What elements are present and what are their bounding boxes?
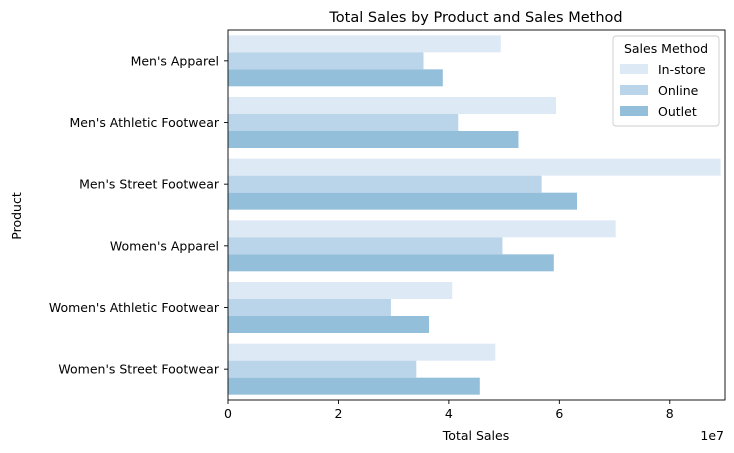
- legend-swatch: [620, 85, 648, 95]
- x-tick-label: 8: [666, 406, 674, 421]
- y-tick-label: Men's Apparel: [131, 53, 219, 68]
- x-tick-label: 2: [334, 406, 342, 421]
- y-tick-label: Men's Athletic Footwear: [69, 115, 219, 130]
- bar-in-store-1: [228, 97, 557, 114]
- y-tick-label: Women's Apparel: [110, 238, 219, 253]
- bar-online-0: [228, 52, 424, 70]
- legend-entry: Outlet: [658, 104, 697, 119]
- bar-online-4: [228, 299, 391, 316]
- bar-outlet-5: [228, 377, 480, 395]
- bar-outlet-0: [228, 69, 443, 87]
- legend-entry: In-store: [658, 62, 706, 77]
- y-tick-label: Women's Street Footwear: [58, 362, 219, 377]
- bar-outlet-1: [228, 131, 519, 148]
- y-axis-ticks: Men's Apparel Men's Athletic Footwear Men'…: [49, 53, 228, 377]
- chart-title: Total Sales by Product and Sales Method: [328, 10, 622, 26]
- bar-in-store-3: [228, 220, 616, 238]
- x-tick-label: 0: [224, 406, 232, 421]
- legend: Sales Method In-store Online Outlet: [612, 35, 720, 127]
- legend-title: Sales Method: [624, 41, 708, 56]
- legend-box: [612, 35, 720, 127]
- bar-in-store-0: [228, 35, 501, 53]
- bar-in-store-4: [228, 282, 453, 299]
- x-tick-label: 6: [555, 406, 563, 421]
- bar-online-1: [228, 114, 459, 131]
- x-tick-label: 4: [445, 406, 453, 421]
- x-axis-ticks: 0 2 4 6 8: [224, 400, 674, 421]
- y-tick-label: Women's Athletic Footwear: [49, 300, 220, 315]
- plot-frame: [227, 29, 726, 401]
- x-axis-label: Total Sales: [442, 428, 509, 443]
- y-axis-label: Product: [9, 192, 24, 240]
- legend-swatch: [620, 106, 648, 116]
- legend-swatch: [620, 64, 648, 74]
- y-tick-label: Men's Street Footwear: [79, 177, 220, 192]
- legend-entry: Online: [658, 83, 699, 98]
- bar-online-5: [228, 360, 417, 378]
- bar-outlet-4: [228, 316, 430, 333]
- bars-group: [228, 35, 721, 395]
- bar-in-store-2: [228, 158, 721, 176]
- bar-outlet-3: [228, 254, 554, 272]
- bar-outlet-2: [228, 192, 578, 210]
- bar-online-2: [228, 175, 542, 193]
- bar-in-store-5: [228, 343, 496, 361]
- bar-online-3: [228, 237, 503, 255]
- x-scale-label: 1e7: [700, 428, 724, 443]
